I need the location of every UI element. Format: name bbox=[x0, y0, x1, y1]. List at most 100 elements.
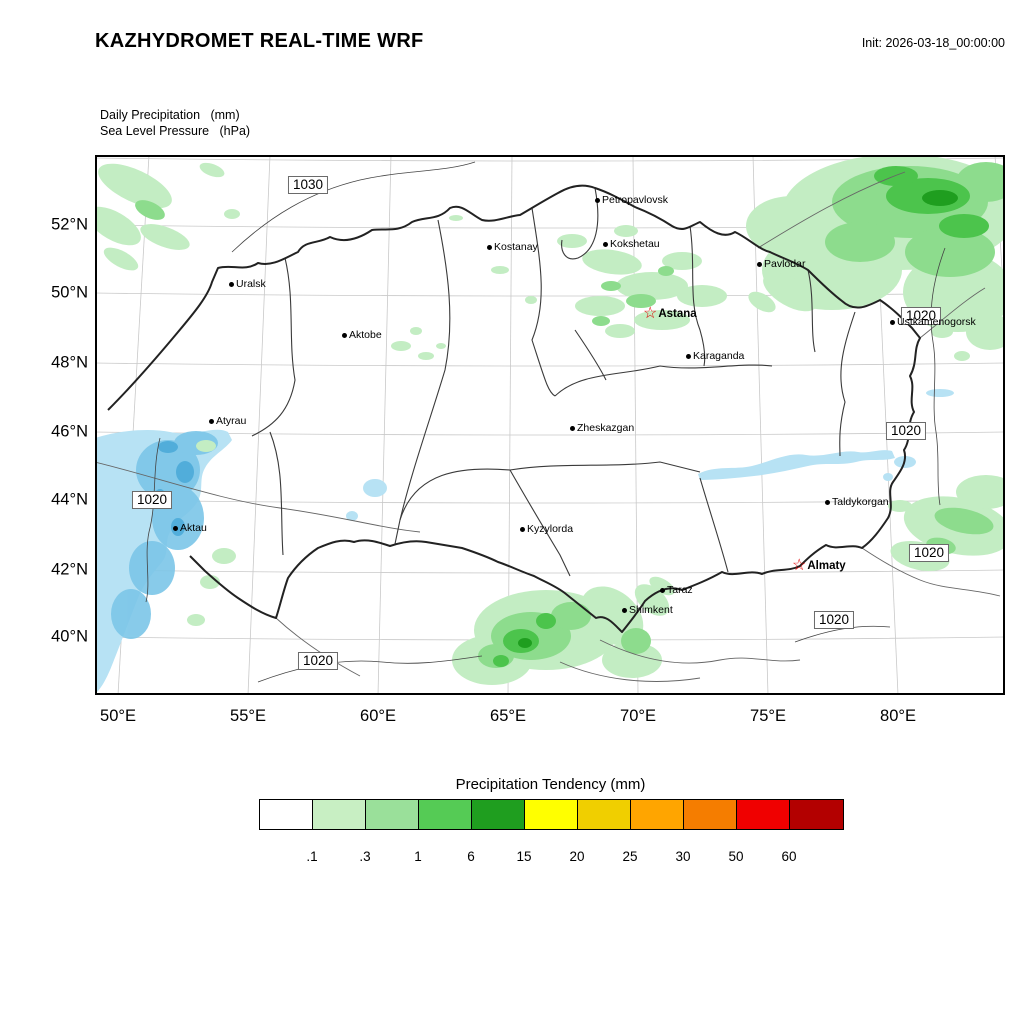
pressure-contour-label: 1030 bbox=[287, 176, 329, 194]
legend-color-box-2 bbox=[366, 800, 419, 829]
lat-tick-label: 52°N bbox=[51, 215, 88, 234]
city-label: Aktau bbox=[180, 522, 207, 534]
legend-tick-label: 60 bbox=[781, 849, 797, 864]
lat-tick-label: 48°N bbox=[51, 353, 88, 372]
country-border-layer bbox=[107, 184, 921, 633]
legend-color-box-6 bbox=[578, 800, 631, 829]
city-label: Kostanay bbox=[494, 241, 538, 253]
capital-star-icon: ☆ bbox=[792, 557, 807, 574]
legend-color-box-4 bbox=[472, 800, 525, 829]
lat-tick-label: 44°N bbox=[51, 490, 88, 509]
foreign-borders-layer bbox=[95, 171, 1001, 682]
lon-tick-label: 65°E bbox=[490, 707, 526, 725]
precipitation-layer bbox=[95, 155, 1005, 685]
city-label: Kokshetau bbox=[610, 238, 660, 250]
city-label: Astana bbox=[658, 308, 697, 320]
legend-tick-label: 15 bbox=[516, 849, 532, 864]
pressure-contour-label: 1020 bbox=[297, 652, 339, 670]
legend-color-box-0 bbox=[260, 800, 313, 829]
city-dot-icon bbox=[603, 241, 608, 247]
city-label: Taraz bbox=[667, 584, 693, 596]
city-dot-icon bbox=[570, 425, 575, 431]
lat-tick-label: 46°N bbox=[51, 422, 88, 441]
pressure-contour-label: 1020 bbox=[131, 491, 173, 509]
legend-tick-label: 1 bbox=[414, 849, 422, 864]
legend-color-box-9 bbox=[737, 800, 790, 829]
city-dot-icon bbox=[229, 281, 234, 287]
lat-tick-label: 40°N bbox=[51, 627, 88, 646]
legend-tick-label: 25 bbox=[622, 849, 638, 864]
city-marker-kyzylorda: Kyzylorda bbox=[520, 523, 573, 535]
city-marker-almaty: ☆ Almaty bbox=[792, 557, 846, 574]
city-marker-aktau: Aktau bbox=[173, 522, 207, 534]
city-marker-uralsk: Uralsk bbox=[229, 278, 266, 290]
city-label: Taldykorgan bbox=[832, 496, 889, 508]
city-dot-icon bbox=[622, 607, 627, 613]
city-dot-icon bbox=[660, 587, 665, 593]
lon-tick-label: 50°E bbox=[100, 707, 136, 725]
legend-color-box-5 bbox=[525, 800, 578, 829]
lon-tick-label: 60°E bbox=[360, 707, 396, 725]
city-dot-icon bbox=[173, 525, 178, 531]
lat-tick-label: 50°N bbox=[51, 283, 88, 302]
legend-color-box-3 bbox=[419, 800, 472, 829]
subtitle-pressure: Sea Level Pressure (hPa) bbox=[100, 124, 251, 138]
legend-tick-label: .3 bbox=[359, 849, 371, 864]
city-marker-taraz: Taraz bbox=[660, 584, 693, 596]
city-dot-icon bbox=[520, 526, 525, 532]
city-marker-taldykorgan: Taldykorgan bbox=[825, 496, 889, 508]
region-borders-layer bbox=[251, 187, 856, 577]
city-dot-icon bbox=[342, 332, 347, 338]
lon-tick-label: 80°E bbox=[880, 707, 916, 725]
legend-tick-label: .1 bbox=[306, 849, 318, 864]
init-timestamp: Init: 2026-03-18_00:00:00 bbox=[861, 36, 1005, 50]
subtitle-precipitation: Daily Precipitation (mm) bbox=[100, 108, 240, 122]
lat-tick-label: 42°N bbox=[51, 560, 88, 579]
city-label: Aktobe bbox=[349, 329, 382, 341]
legend-color-box-7 bbox=[631, 800, 684, 829]
city-label: Kyzylorda bbox=[527, 523, 574, 535]
legend-tick-label: 50 bbox=[728, 849, 744, 864]
city-marker-zheskazgan: Zheskazgan bbox=[570, 422, 634, 434]
city-label: Atyrau bbox=[216, 415, 247, 427]
lon-tick-label: 75°E bbox=[750, 707, 786, 725]
map-frame bbox=[95, 155, 1005, 695]
city-label: Almaty bbox=[807, 560, 846, 572]
city-dot-icon bbox=[209, 418, 214, 424]
isobar-layer bbox=[145, 161, 946, 683]
weather-map bbox=[95, 155, 1005, 695]
city-marker-astana: ☆ Astana bbox=[643, 305, 697, 322]
city-dot-icon bbox=[890, 319, 895, 325]
legend-colorbar bbox=[259, 799, 844, 830]
city-marker-petropavlovsk: Petropavlovsk bbox=[595, 194, 668, 206]
city-label: Uralsk bbox=[236, 278, 266, 290]
legend-color-box-8 bbox=[684, 800, 737, 829]
city-marker-pavlodar: Pavlodar bbox=[757, 258, 805, 270]
legend-color-box-1 bbox=[313, 800, 366, 829]
capital-star-icon: ☆ bbox=[643, 305, 658, 322]
city-label: Karaganda bbox=[693, 350, 745, 362]
city-label: Pavlodar bbox=[764, 258, 806, 270]
legend-color-box-10 bbox=[790, 800, 843, 829]
city-marker-karaganda: Karaganda bbox=[686, 350, 744, 362]
city-label: Shimkent bbox=[629, 604, 673, 616]
city-marker-shimkent: Shimkent bbox=[622, 604, 673, 616]
city-label: Petropavlovsk bbox=[602, 194, 668, 206]
city-dot-icon bbox=[686, 353, 691, 359]
city-marker-kostanay: Kostanay bbox=[487, 241, 538, 253]
pressure-contour-label: 1020 bbox=[908, 544, 950, 562]
legend-tick-label: 6 bbox=[467, 849, 475, 864]
pressure-contour-label: 1020 bbox=[900, 307, 942, 325]
city-marker-aktobe: Aktobe bbox=[342, 329, 382, 341]
pressure-contour-label: 1020 bbox=[813, 611, 855, 629]
pressure-contour-label: 1020 bbox=[885, 422, 927, 440]
legend-tick-labels: .1 .3 1 6 15 20 25 30 50 60 bbox=[259, 849, 842, 867]
lon-tick-label: 55°E bbox=[230, 707, 266, 725]
city-marker-atyrau: Atyrau bbox=[209, 415, 246, 427]
city-marker-kokshetau: Kokshetau bbox=[603, 238, 660, 250]
city-dot-icon bbox=[825, 499, 830, 505]
city-marker-ustkamenogorsk: Ustkamenogorsk bbox=[890, 316, 976, 328]
lon-tick-label: 70°E bbox=[620, 707, 656, 725]
city-dot-icon bbox=[595, 197, 600, 203]
